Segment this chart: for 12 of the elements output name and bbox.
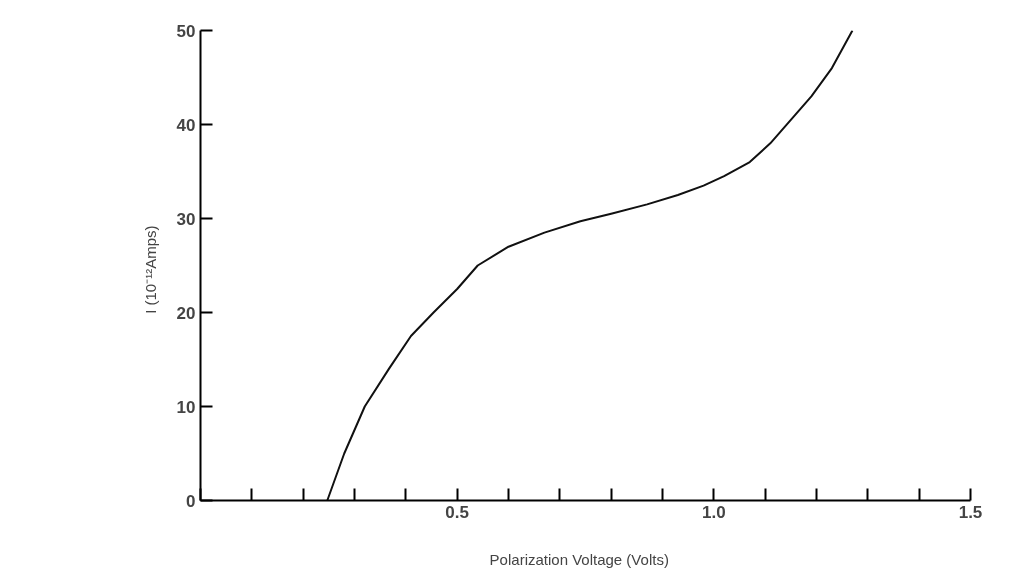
y-tick-label: 20 bbox=[176, 303, 196, 323]
y-tick-label: 40 bbox=[176, 115, 196, 135]
y-tick-label: 0 bbox=[186, 491, 196, 511]
line-series bbox=[326, 30, 854, 501]
y-tick-label: 50 bbox=[176, 21, 196, 41]
y-tick-label: 30 bbox=[176, 209, 196, 229]
x-tick-label: 1.5 bbox=[958, 502, 983, 522]
x-axis-title: Polarization Voltage (Volts) bbox=[489, 550, 669, 568]
y-tick-label: 10 bbox=[176, 397, 196, 417]
x-tick-label: 1.0 bbox=[702, 502, 726, 522]
x-tick-label: 0.5 bbox=[445, 502, 469, 522]
y-axis-title: I (10⁻¹²Amps) bbox=[141, 225, 159, 314]
